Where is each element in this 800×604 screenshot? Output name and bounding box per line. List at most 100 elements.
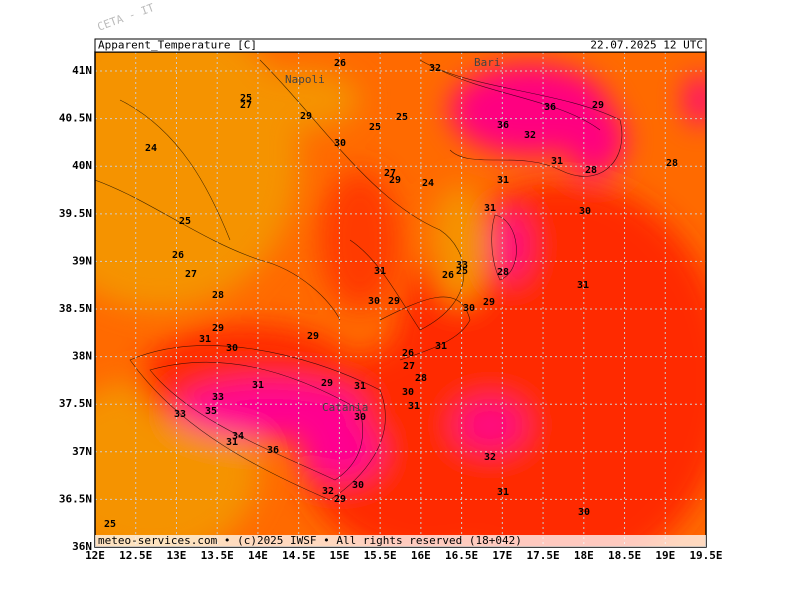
contour-label: 32 — [484, 452, 496, 463]
contour-label: 27 — [384, 168, 396, 179]
header-bar — [94, 38, 707, 53]
lon-tick-label: 17.5E — [527, 549, 560, 562]
contour-label: 27 — [185, 269, 197, 280]
contour-label: 25 — [456, 266, 468, 277]
lat-tick-label: 40.5N — [59, 112, 92, 125]
lat-tick-label: 37.5N — [59, 397, 92, 410]
lon-tick-label: 19.5E — [689, 549, 722, 562]
city-label: Bari — [474, 56, 501, 69]
watermark: CETA - IT — [96, 1, 157, 34]
contour-label: 29 — [388, 296, 400, 307]
contour-label: 30 — [354, 412, 366, 423]
contour-label: 29 — [483, 297, 495, 308]
contour-label: 30 — [334, 138, 346, 149]
contour-label: 26 — [172, 250, 184, 261]
contour-label: 29 — [307, 331, 319, 342]
lat-tick-label: 39.5N — [59, 207, 92, 220]
footer-bar — [95, 535, 706, 547]
contour-label: 32 — [429, 63, 441, 74]
contour-label: 25 — [396, 112, 408, 123]
contour-label: 31 — [497, 487, 509, 498]
contour-label: 35 — [205, 406, 217, 417]
contour-label: 31 — [577, 280, 589, 291]
contour-label: 29 — [321, 378, 333, 389]
contour-label: 28 — [415, 373, 427, 384]
contour-label: 26 — [334, 58, 346, 69]
contour-label: 28 — [497, 267, 509, 278]
lon-tick-label: 15E — [329, 549, 349, 562]
lon-tick-label: 13E — [167, 549, 187, 562]
contour-label: 29 — [592, 100, 604, 111]
contour-label: 31 — [226, 437, 238, 448]
contour-label: 32 — [322, 486, 334, 497]
lat-tick-label: 40N — [72, 159, 92, 172]
map-title: Apparent_Temperature [C] — [98, 39, 257, 52]
lon-tick-label: 14E — [248, 549, 268, 562]
lon-tick-label: 13.5E — [201, 549, 234, 562]
lat-tick-label: 36N — [72, 540, 92, 553]
lat-tick-label: 39N — [72, 254, 92, 267]
contour-label: 26 — [402, 348, 414, 359]
lon-tick-label: 12E — [85, 549, 105, 562]
lon-tick-label: 16.5E — [445, 549, 478, 562]
footer: meteo-services.com • (c)2025 IWSF • All … — [98, 534, 522, 547]
contour-label: 31 — [199, 334, 211, 345]
contour-label: 30 — [226, 343, 238, 354]
lon-tick-label: 16E — [411, 549, 431, 562]
lon-tick-label: 17E — [492, 549, 512, 562]
contour-label: 29 — [389, 175, 401, 186]
contour-label: 29 — [334, 494, 346, 505]
contour-label: 24 — [145, 143, 157, 154]
contour-label: 28 — [212, 290, 224, 301]
contour-label: 30 — [578, 507, 590, 518]
lat-tick-label: 41N — [72, 64, 92, 77]
map-datetime: 22.07.2025 12 UTC — [590, 39, 703, 52]
lon-tick-label: 12.5E — [119, 549, 152, 562]
contour-label: 31 — [252, 380, 264, 391]
contour-label: 25 — [104, 519, 116, 530]
contour-label: 30 — [402, 387, 414, 398]
contour-label: 31 — [408, 401, 420, 412]
contour-label: 25 — [179, 216, 191, 227]
contour-label: 26 — [442, 270, 454, 281]
contour-label: 36 — [544, 102, 556, 113]
lon-tick-label: 14.5E — [282, 549, 315, 562]
contour-label: 29 — [212, 323, 224, 334]
contour-label: 34 — [232, 431, 244, 442]
contour-label: 31 — [484, 203, 496, 214]
contour-label: 36 — [267, 445, 279, 456]
contour-label: 33 — [212, 392, 224, 403]
contour-label: 33 — [456, 260, 468, 271]
contour-label: 27 — [240, 100, 252, 111]
temperature-field — [95, 52, 706, 547]
lat-tick-label: 37N — [72, 445, 92, 458]
lon-tick-label: 19E — [655, 549, 675, 562]
contour-label: 24 — [422, 178, 434, 189]
lon-tick-label: 15.5E — [364, 549, 397, 562]
contour-label: 31 — [374, 266, 386, 277]
contour-label: 30 — [368, 296, 380, 307]
city-label: Napoli — [285, 73, 325, 86]
lon-tick-label: 18E — [574, 549, 594, 562]
contour-label: 30 — [463, 303, 475, 314]
contour-label: 31 — [435, 341, 447, 352]
lat-tick-label: 38.5N — [59, 302, 92, 315]
contour-label: 30 — [352, 480, 364, 491]
lat-tick-label: 36.5N — [59, 492, 92, 505]
contour-label: 25 — [369, 122, 381, 133]
contour-label: 31 — [354, 381, 366, 392]
contour-label: 30 — [579, 206, 591, 217]
contour-label: 28 — [585, 165, 597, 176]
contour-label: 32 — [524, 130, 536, 141]
contour-label: 28 — [666, 158, 678, 169]
city-label: Catania — [322, 401, 368, 414]
contour-label: 36 — [497, 120, 509, 131]
contour-label: 31 — [551, 156, 563, 167]
contour-label: 29 — [300, 111, 312, 122]
contour-label: 27 — [403, 361, 415, 372]
lon-tick-label: 18.5E — [608, 549, 641, 562]
contour-label: 31 — [497, 175, 509, 186]
contour-label: 33 — [174, 409, 186, 420]
